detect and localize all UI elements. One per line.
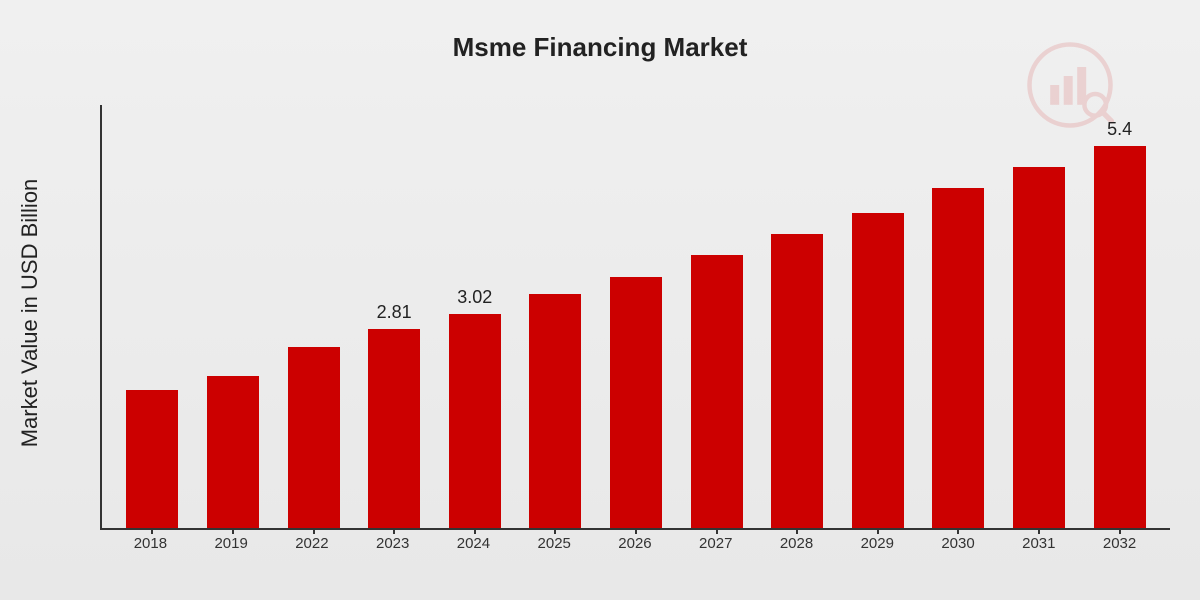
x-axis-label: 2029 — [837, 535, 918, 552]
plot-area: 2.81 3.02 5.4 — [100, 105, 1170, 530]
bar — [1094, 146, 1146, 529]
bar — [1013, 167, 1065, 528]
x-axis-label: 2026 — [595, 535, 676, 552]
bar — [691, 255, 743, 528]
x-axis-label: 2031 — [998, 535, 1079, 552]
bar — [288, 347, 340, 528]
chart-title: Msme Financing Market — [0, 32, 1200, 63]
x-tick — [393, 528, 395, 534]
bar-value-label: 3.02 — [457, 287, 492, 308]
bar-group — [112, 105, 193, 528]
x-axis-label: 2027 — [675, 535, 756, 552]
bar-group — [596, 105, 677, 528]
bar — [529, 294, 581, 528]
bar-group — [515, 105, 596, 528]
x-axis-label: 2024 — [433, 535, 514, 552]
x-tick — [716, 528, 718, 534]
x-axis-label: 2025 — [514, 535, 595, 552]
bar — [932, 188, 984, 528]
bar-group — [837, 105, 918, 528]
bar — [771, 234, 823, 528]
bar-group: 5.4 — [1079, 105, 1160, 528]
x-tick — [957, 528, 959, 534]
x-tick — [151, 528, 153, 534]
chart-container: Msme Financing Market Market Value in US… — [0, 0, 1200, 600]
bar — [449, 314, 501, 528]
bar — [126, 390, 178, 528]
x-tick — [1038, 528, 1040, 534]
x-axis-label: 2030 — [918, 535, 999, 552]
x-tick — [877, 528, 879, 534]
x-axis-labels: 2018201920222023202420252026202720282029… — [100, 535, 1170, 552]
bar-group — [918, 105, 999, 528]
x-axis-label: 2019 — [191, 535, 272, 552]
bar — [207, 376, 259, 528]
bar-group: 3.02 — [434, 105, 515, 528]
x-tick — [796, 528, 798, 534]
x-tick — [554, 528, 556, 534]
x-tick — [232, 528, 234, 534]
y-axis-label: Market Value in USD Billion — [17, 179, 43, 448]
bar-value-label: 5.4 — [1107, 119, 1132, 140]
bar — [852, 213, 904, 528]
x-tick — [1119, 528, 1121, 534]
bars-container: 2.81 3.02 5.4 — [102, 105, 1170, 528]
bar-value-label: 2.81 — [377, 302, 412, 323]
bar-group: 2.81 — [354, 105, 435, 528]
x-axis-label: 2022 — [272, 535, 353, 552]
bar-group — [193, 105, 274, 528]
bar — [368, 329, 420, 528]
x-tick — [635, 528, 637, 534]
x-axis-label: 2032 — [1079, 535, 1160, 552]
x-axis-label: 2023 — [352, 535, 433, 552]
bar — [610, 277, 662, 528]
x-axis-label: 2028 — [756, 535, 837, 552]
bar-group — [757, 105, 838, 528]
x-tick — [313, 528, 315, 534]
bar-group — [999, 105, 1080, 528]
x-axis-label: 2018 — [110, 535, 191, 552]
x-tick — [474, 528, 476, 534]
bar-group — [676, 105, 757, 528]
bar-group — [273, 105, 354, 528]
